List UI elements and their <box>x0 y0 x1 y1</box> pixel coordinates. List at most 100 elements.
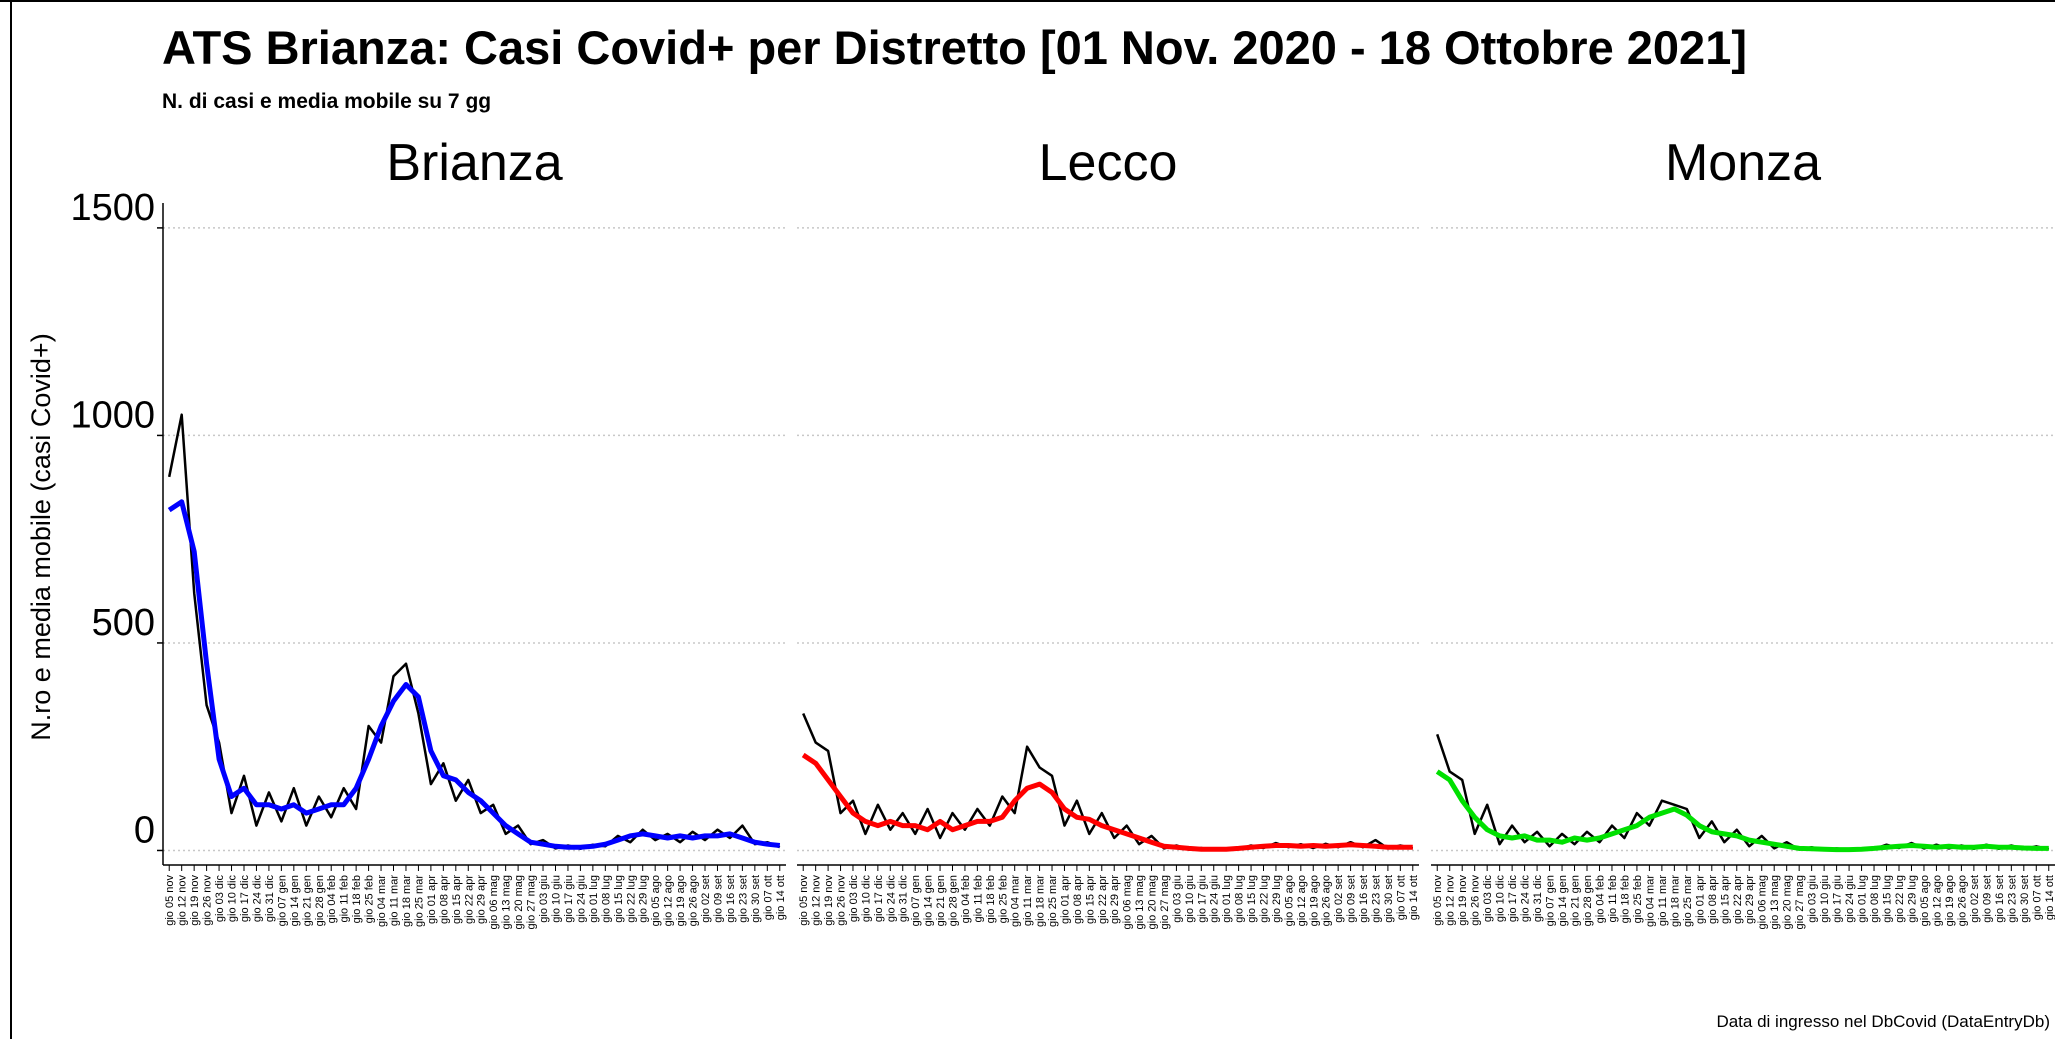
x-tick-label: gio 25 feb <box>1632 875 1644 923</box>
x-tick-label: gio 23 set <box>1370 875 1382 923</box>
x-tick-label: gio 21 gen <box>935 875 947 926</box>
x-tick-label: gio 07 gen <box>276 875 288 926</box>
facet-title: Brianza <box>386 134 562 192</box>
x-tick-label: gio 16 set <box>1994 875 2006 923</box>
x-tick-label: gio 22 lug <box>1894 875 1906 923</box>
x-tick-label: gio 28 gen <box>948 875 960 926</box>
x-tick-label: gio 18 mar <box>1669 875 1681 927</box>
x-tick-label: gio 24 giu <box>575 875 587 923</box>
x-tick-label: gio 11 feb <box>339 875 351 923</box>
x-tick-label: gio 31 dic <box>264 875 276 923</box>
x-tick-label: gio 05 ago <box>1919 875 1931 926</box>
x-tick-label: gio 19 nov <box>1457 875 1469 926</box>
x-tick-label: gio 14 ott <box>775 875 787 920</box>
x-tick-label: gio 26 ago <box>1956 875 1968 926</box>
x-tick-label: gio 20 mag <box>513 875 525 929</box>
x-tick-label: gio 14 gen <box>1557 875 1569 926</box>
x-tick-label: gio 12 ago <box>1296 875 1308 926</box>
x-tick-label: gio 10 dic <box>227 875 239 923</box>
moving-average-line <box>1435 769 2049 853</box>
chart-title: ATS Brianza: Casi Covid+ per Distretto [… <box>162 21 1747 74</box>
x-tick-label: gio 08 apr <box>1707 875 1719 924</box>
x-tick-label: gio 19 nov <box>189 875 201 926</box>
x-tick-label: gio 12 ago <box>1931 875 1943 926</box>
x-tick-label: gio 05 nov <box>1432 875 1444 926</box>
x-tick-label: gio 18 feb <box>351 875 363 923</box>
x-tick-label: gio 03 dic <box>214 875 226 923</box>
x-tick-label: gio 04 mar <box>1644 875 1656 927</box>
x-tick-label: gio 22 apr <box>1097 875 1109 924</box>
x-tick-label: gio 11 mar <box>1022 875 1034 926</box>
x-tick-label: gio 04 mar <box>1010 875 1022 927</box>
x-tick-label: gio 06 mag <box>1122 875 1134 929</box>
x-tick-label: gio 06 mag <box>1757 875 1769 929</box>
x-tick-label: gio 29 lug <box>1271 875 1283 923</box>
y-tick-label: 500 <box>92 602 155 644</box>
x-tick-label: gio 11 mar <box>389 875 401 926</box>
x-tick-label: gio 16 set <box>1358 875 1370 923</box>
x-tick-label: gio 26 ago <box>1321 875 1333 926</box>
x-tick-label: gio 31 dic <box>1532 875 1544 923</box>
x-tick-label: gio 01 apr <box>1694 875 1706 924</box>
x-tick-label: gio 14 gen <box>289 875 301 926</box>
x-tick-label: gio 20 mag <box>1147 875 1159 929</box>
y-tick-label: 0 <box>134 809 155 851</box>
y-axis-label: N.ro e media mobile (casi Covid+) <box>26 333 56 740</box>
x-tick-label: gio 27 mag <box>1794 875 1806 929</box>
x-tick-label: gio 25 mar <box>413 875 425 927</box>
y-tick-label: 1000 <box>70 394 155 436</box>
x-tick-label: gio 10 dic <box>1495 875 1507 923</box>
x-tick-label: gio 12 nov <box>811 875 823 926</box>
x-tick-label: gio 03 giu <box>538 875 550 923</box>
x-tick-label: gio 24 dic <box>251 875 263 923</box>
x-tick-label: gio 07 gen <box>1545 875 1557 926</box>
x-tick-label: gio 01 apr <box>426 875 438 924</box>
x-tick-label: gio 04 feb <box>326 875 338 923</box>
x-tick-label: gio 15 apr <box>451 875 463 924</box>
x-tick-label: gio 29 apr <box>1744 875 1756 924</box>
x-tick-label: gio 29 lug <box>638 875 650 923</box>
x-tick-label: gio 16 set <box>725 875 737 923</box>
x-tick-label: gio 15 apr <box>1084 875 1096 924</box>
x-tick-label: gio 20 mag <box>1782 875 1794 929</box>
x-tick-label: gio 30 set <box>750 875 762 923</box>
moving-average-line <box>167 499 781 850</box>
x-tick-label: gio 08 apr <box>1072 875 1084 924</box>
x-tick-label: gio 15 lug <box>1882 875 1894 923</box>
chart-subtitle: N. di casi e media mobile su 7 gg <box>162 90 491 113</box>
x-tick-label: gio 07 ott <box>1395 875 1407 920</box>
x-tick-label: gio 01 apr <box>1059 875 1071 924</box>
x-tick-label: gio 17 giu <box>563 875 575 923</box>
x-tick-label: gio 02 set <box>1969 875 1981 923</box>
x-tick-label: gio 09 set <box>1981 875 1993 923</box>
x-tick-label: gio 22 lug <box>625 875 637 923</box>
x-tick-label: gio 03 dic <box>848 875 860 923</box>
x-tick-label: gio 05 nov <box>164 875 176 926</box>
x-tick-label: gio 13 mag <box>1769 875 1781 929</box>
y-tick-label: 1500 <box>70 187 155 229</box>
x-tick-label: gio 01 lug <box>1857 875 1869 923</box>
x-tick-label: gio 21 gen <box>1570 875 1582 926</box>
x-tick-label: gio 11 feb <box>1607 875 1619 923</box>
x-tick-label: gio 10 dic <box>860 875 872 923</box>
x-tick-label: gio 19 nov <box>823 875 835 926</box>
x-tick-label: gio 22 apr <box>1732 875 1744 924</box>
moving-average-line <box>801 752 1413 852</box>
x-tick-label: gio 15 lug <box>613 875 625 923</box>
x-tick-label: gio 19 ago <box>1308 875 1320 926</box>
x-tick-label: gio 10 giu <box>550 875 562 923</box>
x-tick-label: gio 23 set <box>2006 875 2018 923</box>
x-tick-label: gio 24 giu <box>1209 875 1221 923</box>
x-tick-label: gio 13 mag <box>1134 875 1146 929</box>
x-tick-label: gio 02 set <box>700 875 712 923</box>
x-tick-label: gio 26 nov <box>836 875 848 926</box>
x-tick-label: gio 05 ago <box>650 875 662 926</box>
x-tick-label: gio 17 dic <box>873 875 885 923</box>
x-tick-label: gio 04 feb <box>1594 875 1606 923</box>
x-tick-label: gio 27 mag <box>526 875 538 929</box>
x-tick-label: gio 29 apr <box>476 875 488 924</box>
x-tick-label: gio 17 giu <box>1832 875 1844 923</box>
caption: Data di ingresso nel DbCovid (DataEntryD… <box>1716 1012 2050 1031</box>
x-tick-label: gio 11 feb <box>972 875 984 923</box>
